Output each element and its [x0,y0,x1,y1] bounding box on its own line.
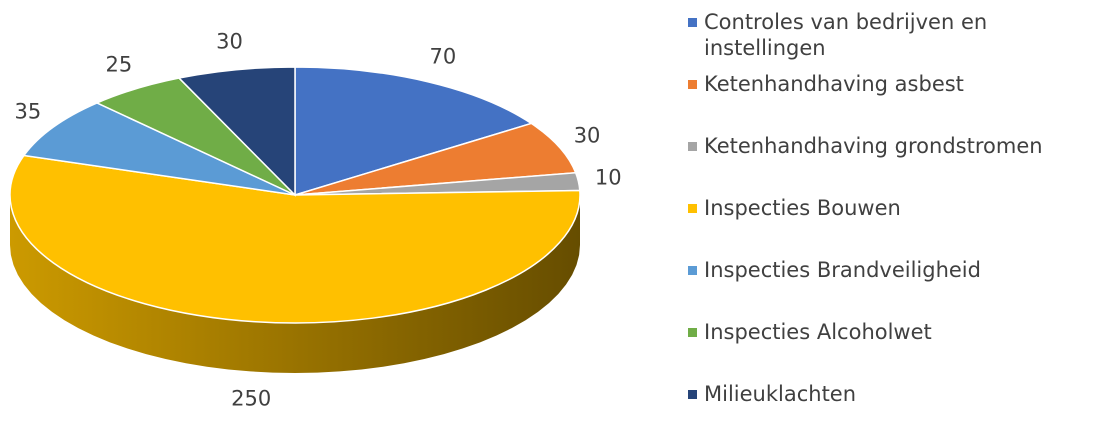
slice [294,66,534,197]
pie-area: 70 30 10 250 35 25 30 [9,29,622,410]
data-label: 30 [574,124,601,148]
legend-item: Ketenhandhaving grondstromen [688,133,1093,159]
data-label: 70 [430,44,457,68]
slice [294,122,577,196]
legend-label: Ketenhandhaving grondstromen [704,134,1043,158]
legend-label: Milieuklachten [704,382,857,406]
slice [9,154,581,324]
legend-swatch [688,390,697,399]
legend-label: Controles van bedrijven en instellingen [704,10,988,60]
legend-label: Inspecties Bouwen [704,196,901,220]
legend-swatch [688,80,697,89]
legend-item: Inspecties Alcoholwet [688,319,1093,345]
legend-swatch [688,266,697,275]
data-label: 35 [14,99,41,123]
slice-side [10,195,580,373]
legend-item: Ketenhandhaving asbest [688,71,1093,97]
slice [22,102,296,196]
legend-item: Inspecties Brandveiligheid [688,257,1093,283]
legend-item: Controles van bedrijven en instellingen [688,9,1093,61]
data-label: 25 [105,53,132,77]
legend-swatch [688,328,697,337]
data-label: 250 [231,386,271,410]
legend-label: Inspecties Alcoholwet [704,320,932,344]
legend-label: Ketenhandhaving asbest [704,72,964,96]
legend-swatch [688,18,697,27]
slice [177,66,296,197]
data-label: 30 [216,29,243,53]
legend-label: Inspecties Brandveiligheid [704,258,981,282]
legend-swatch [688,142,697,151]
legend-item: Milieuklachten [688,381,1093,407]
data-label: 10 [595,166,622,190]
legend-swatch [688,204,697,213]
legend-item: Inspecties Bouwen [688,195,1093,221]
